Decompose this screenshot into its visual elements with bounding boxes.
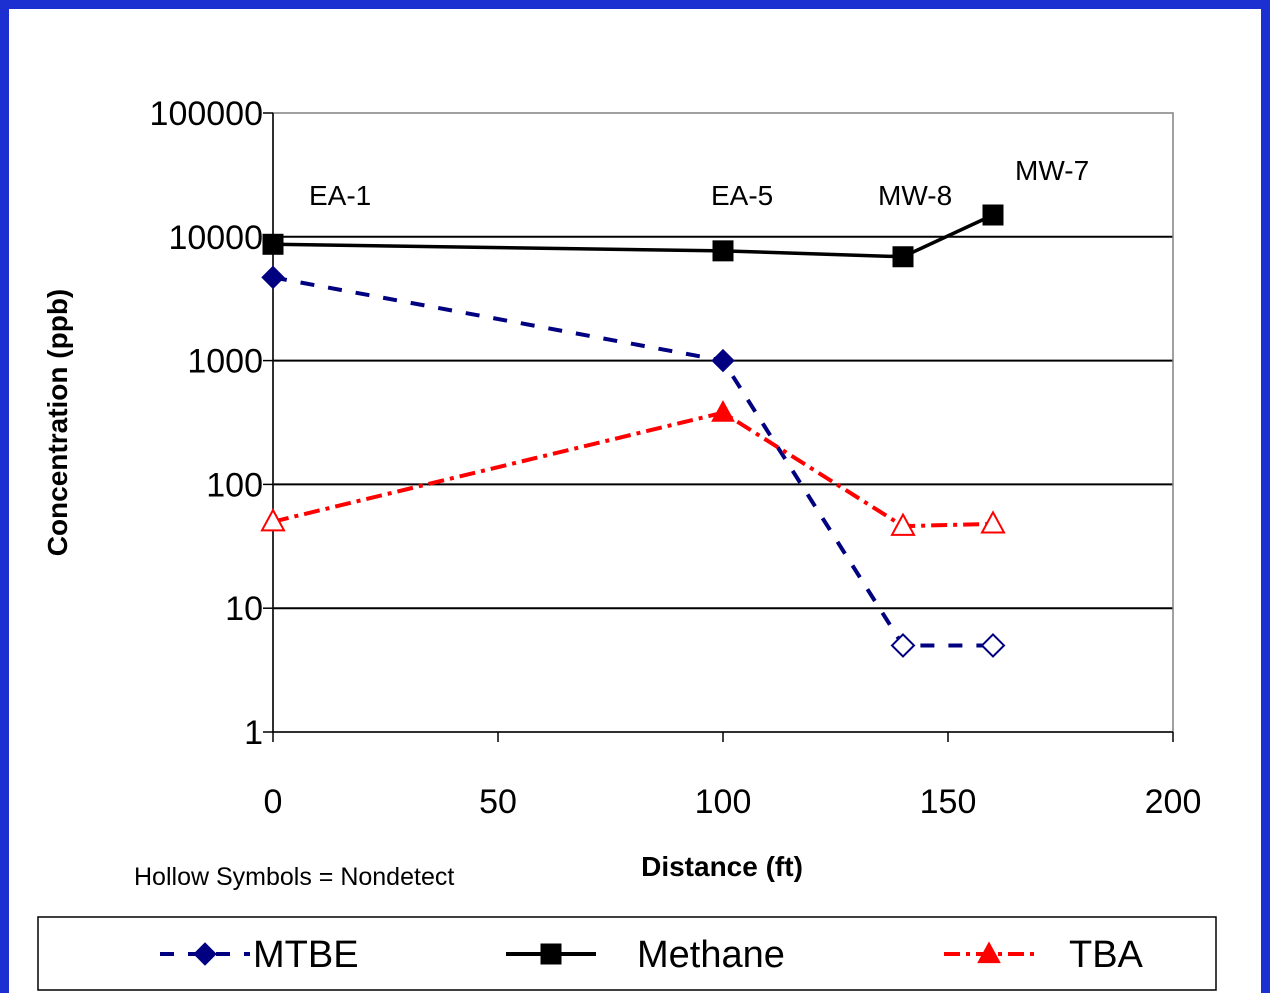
series-line-mtbe [272, 275, 993, 648]
data-point-tba [890, 512, 916, 536]
x-tick-label: 100 [695, 783, 752, 821]
legend-marker-methane [540, 943, 562, 965]
legend-label-tba: TBA [1069, 934, 1144, 976]
x-tick-label: 50 [479, 783, 517, 821]
series-group [260, 204, 1006, 658]
annotation-mw-7: MW-7 [1015, 155, 1089, 186]
legend: MTBE Methane TBA [37, 916, 1217, 991]
series-mtbe [261, 265, 1006, 658]
y-tick-labels: 1 10 100 1000 10000 100000 [150, 95, 263, 752]
y-tick-label: 10 [225, 590, 263, 628]
y-axis-title: Concentration (ppb) [42, 289, 73, 557]
data-point-methane [262, 233, 284, 255]
x-tick-label: 150 [920, 783, 977, 821]
data-point-mtbe [711, 348, 735, 373]
y-tick-label: 100000 [150, 95, 263, 133]
annotation-mw-8: MW-8 [878, 180, 952, 211]
legend-marker-mtbe [193, 942, 217, 966]
data-point-tba [980, 510, 1006, 534]
chart: 1 10 100 1000 10000 100000 0 50 100 150 200 Conce… [37, 95, 1217, 991]
data-point-methane [892, 246, 914, 268]
data-point-tba [711, 400, 735, 422]
data-point-tba [260, 508, 286, 532]
gridlines [273, 235, 1173, 610]
annotation-ea-1: EA-1 [309, 180, 371, 211]
y-tick-label: 1 [244, 714, 263, 752]
series-tba [260, 400, 1006, 536]
y-tick-label: 10000 [168, 219, 263, 257]
legend-label-methane: Methane [637, 934, 785, 976]
series-line-tba [272, 410, 994, 529]
data-point-mtbe [261, 265, 285, 290]
well-annotations: EA-1 EA-5 MW-8 MW-7 [309, 155, 1089, 211]
series-line-methane [272, 213, 994, 259]
x-tick-label: 0 [264, 783, 283, 821]
x-tick-labels: 0 50 100 150 200 [264, 783, 1202, 821]
y-tick-label: 1000 [187, 343, 263, 381]
y-tick-label: 100 [206, 466, 263, 504]
annotation-ea-5: EA-5 [711, 180, 773, 211]
data-point-mtbe [890, 633, 916, 658]
data-point-methane [712, 240, 734, 262]
legend-label-mtbe: MTBE [253, 934, 359, 976]
nondetect-note: Hollow Symbols = Nondetect [134, 863, 454, 891]
x-axis-title: Distance (ft) [641, 851, 803, 882]
slide-frame: 1 10 100 1000 10000 100000 0 50 100 150 200 Conce… [9, 9, 1261, 993]
axes [263, 112, 1174, 742]
legend-marker-tba [977, 941, 1001, 964]
data-point-methane [982, 204, 1004, 226]
series-methane [262, 204, 1004, 268]
data-point-mtbe [980, 633, 1006, 658]
x-tick-label: 200 [1145, 783, 1202, 821]
